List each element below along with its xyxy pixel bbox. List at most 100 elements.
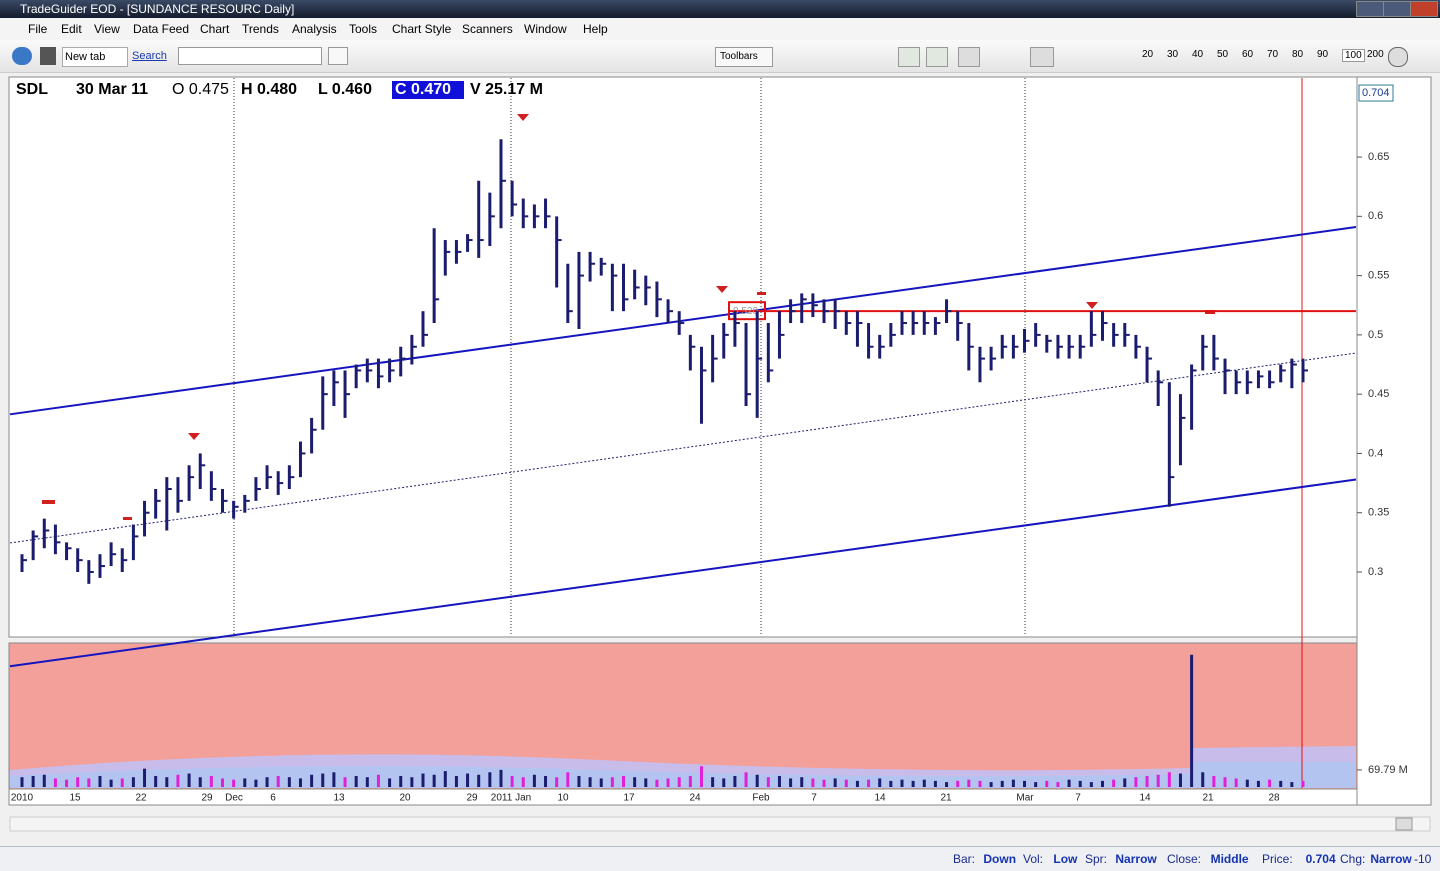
volume-bar: [521, 777, 525, 787]
volume-bar: [555, 777, 559, 787]
volume-bar: [889, 780, 893, 787]
volume-bar: [143, 768, 147, 787]
volume-bar: [699, 766, 703, 787]
volume-bar: [1078, 780, 1082, 787]
volume-bar: [31, 775, 35, 787]
menu-item[interactable]: Trends: [242, 22, 279, 36]
y-tick-label: 0.35: [1368, 507, 1389, 519]
tool-button[interactable]: [898, 47, 920, 67]
menu-item[interactable]: Chart Style: [392, 22, 452, 36]
zoom-level-button[interactable]: 90: [1317, 49, 1329, 60]
menu-item[interactable]: Edit: [61, 22, 82, 36]
zoom-button[interactable]: [1388, 47, 1408, 67]
scrollbar[interactable]: [9, 816, 1431, 832]
volume-bar: [176, 774, 180, 787]
volume-bar: [822, 779, 826, 787]
zoom-level-button[interactable]: 50: [1217, 49, 1229, 60]
high-value: H 0.480: [241, 81, 297, 98]
volume-bar: [789, 778, 793, 787]
tool-button[interactable]: [958, 47, 980, 67]
symbol: SDL: [16, 81, 48, 98]
zoom-level-button[interactable]: 200: [1367, 49, 1384, 60]
zoom-level-button[interactable]: 70: [1267, 49, 1279, 60]
toolbars-dropdown[interactable]: Toolbars: [715, 47, 773, 67]
volume-bar: [1112, 779, 1116, 787]
volume-bar: [466, 773, 470, 787]
volume-bar: [588, 777, 592, 787]
volume-bar: [733, 775, 737, 787]
zoom-level-button[interactable]: 80: [1292, 49, 1304, 60]
volume-bar: [1134, 777, 1138, 787]
signal-triangle: [716, 286, 728, 293]
status-bar: Bar: Down Vol: Low Spr: Narrow Close: Middle Pri…: [0, 846, 1440, 871]
globe-button[interactable]: [12, 47, 32, 65]
zoom-level-button[interactable]: 20: [1142, 49, 1154, 60]
volume-bar: [76, 777, 80, 787]
scroll-thumb[interactable]: [1395, 817, 1413, 831]
volume-bar: [1145, 775, 1149, 787]
volume-bar: [1234, 778, 1238, 787]
search-link[interactable]: Search: [132, 50, 167, 62]
volume-bar: [900, 779, 904, 787]
zoom-level-button[interactable]: 30: [1167, 49, 1179, 60]
volume-bar: [1067, 779, 1071, 787]
zoom-level-button[interactable]: 60: [1242, 49, 1254, 60]
volume-bar: [1167, 772, 1171, 787]
menu-item[interactable]: Analysis: [292, 22, 337, 36]
menu-item[interactable]: Help: [583, 22, 608, 36]
volume-bar: [633, 777, 637, 787]
volume-tick-label: 69.79 M: [1368, 764, 1408, 776]
menu-item[interactable]: Chart: [200, 22, 230, 36]
zoom-level-button[interactable]: 40: [1192, 49, 1204, 60]
volume-bar: [722, 778, 726, 787]
volume-bar: [922, 779, 926, 787]
signal-dash: [757, 292, 766, 295]
volume-bar: [443, 771, 447, 787]
close-button[interactable]: [1410, 1, 1438, 17]
volume-bar: [610, 777, 614, 787]
menu-item[interactable]: Tools: [349, 22, 378, 36]
tool-button[interactable]: [926, 47, 948, 67]
new-tab-button[interactable]: New tab: [62, 47, 128, 67]
volume-bar: [298, 778, 302, 787]
search-box[interactable]: [178, 47, 322, 65]
menu-item[interactable]: Data Feed: [133, 22, 190, 36]
volume-bar: [198, 777, 202, 787]
menu-item[interactable]: View: [94, 22, 120, 36]
volume-bar: [677, 777, 681, 787]
volume-bar: [1201, 772, 1205, 787]
go-button[interactable]: [328, 47, 348, 65]
volume-bar: [1156, 774, 1160, 787]
y-tick-label: 0.65: [1368, 151, 1389, 163]
tool-button[interactable]: [1030, 47, 1054, 67]
status-label: Vol:: [1023, 852, 1044, 866]
trend-line: [9, 226, 1357, 416]
menu-item[interactable]: Window: [524, 22, 567, 36]
volume-bar: [933, 780, 937, 787]
menu-item[interactable]: Scanners: [462, 22, 513, 36]
menu-item[interactable]: File: [28, 22, 48, 36]
title-bar: TradeGuider EOD - [SUNDANCE RESOURC Dail…: [0, 0, 1440, 18]
volume-bar: [989, 782, 993, 787]
volume-bar: [811, 778, 815, 787]
status-value: Low: [1053, 852, 1078, 866]
x-tick-label: 24: [689, 793, 701, 804]
status-label: Price:: [1262, 852, 1293, 866]
toolbar: New tab Search Toolbars 20 30 40 50 60 70 80 90…: [0, 40, 1440, 73]
status-label: Close:: [1167, 852, 1202, 866]
volume-bar: [1089, 782, 1093, 787]
expand-button[interactable]: [40, 47, 56, 65]
volume-bar: [755, 774, 759, 787]
volume-bar: [711, 777, 715, 787]
volume-bar: [911, 780, 915, 787]
volume-bar: [1190, 654, 1194, 787]
volume-bar: [577, 775, 581, 787]
price-marker-label: 0.704: [1362, 87, 1390, 99]
volume-bar: [766, 777, 770, 787]
chart: SDL 30 Mar 11 O 0.475 H 0.480 L 0.460 C …: [8, 76, 1432, 832]
volume-bar: [1290, 782, 1294, 787]
volume-bar: [354, 775, 358, 787]
volume-bar: [655, 779, 659, 787]
zoom-level-button[interactable]: 100: [1342, 49, 1365, 62]
